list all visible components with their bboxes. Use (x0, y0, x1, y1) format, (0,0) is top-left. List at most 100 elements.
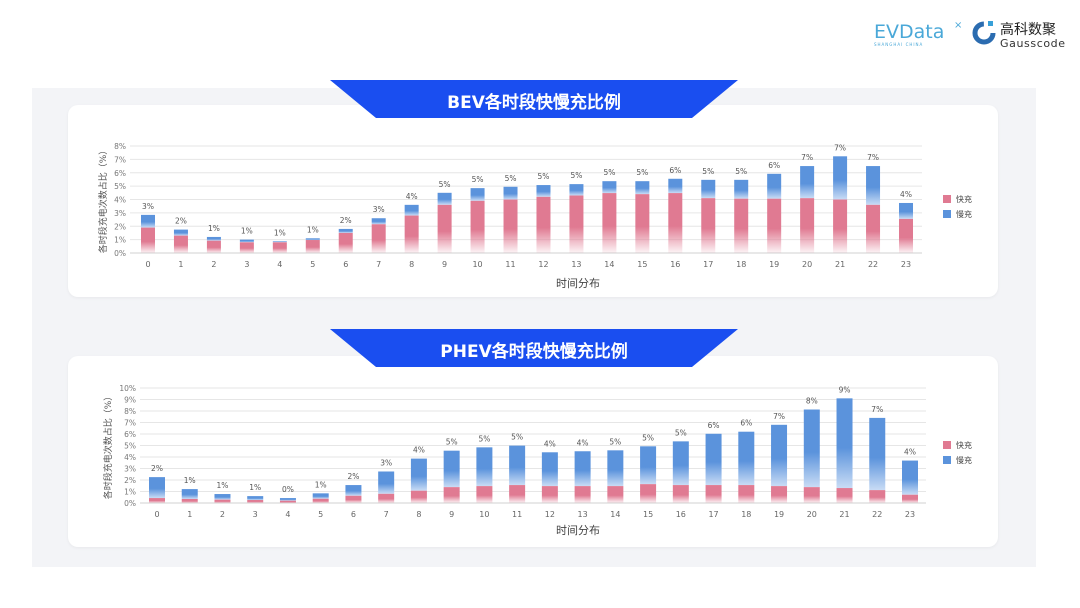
bev-bar-fast (437, 204, 452, 253)
phev-bar-fast (312, 498, 329, 503)
evdata-logo: EVData × SHANGHAI CHINA (872, 18, 967, 52)
phev-bar-slow (574, 451, 591, 487)
phev-bar-fast (672, 485, 689, 503)
phev-bar-fast (771, 486, 788, 503)
bev-x-tick-label: 13 (571, 260, 581, 269)
phev-bar-slow (509, 445, 526, 486)
phev-bar-fast (803, 487, 820, 503)
phev-bar-fast (574, 486, 591, 503)
bev-x-tick-label: 1 (178, 260, 183, 269)
phev-x-tick-label: 8 (416, 510, 421, 519)
bev-x-tick-label: 11 (505, 260, 515, 269)
phev-x-tick-label: 23 (905, 510, 915, 519)
phev-x-tick-label: 7 (384, 510, 389, 519)
phev-legend-label: 快充 (956, 440, 972, 450)
bev-bar-fast (668, 193, 683, 253)
bev-bar-slow (239, 239, 254, 243)
phev-data-label: 4% (904, 448, 916, 457)
bev-data-label: 7% (801, 153, 813, 162)
bev-bar-fast (173, 235, 188, 253)
svg-text:Gausscode: Gausscode (1000, 37, 1066, 50)
phev-y-axis-title: 各时段充电次数占比（%） (102, 392, 114, 500)
phev-bar-fast (476, 486, 493, 503)
bev-bar-slow (173, 229, 188, 236)
bev-x-tick-label: 18 (736, 260, 746, 269)
phev-bar-slow (869, 417, 886, 491)
phev-bar-fast (149, 498, 165, 503)
bev-x-tick-label: 6 (343, 260, 348, 269)
phev-x-tick-label: 19 (774, 510, 784, 519)
phev-bar-slow (836, 398, 853, 489)
bev-bar-fast (239, 242, 254, 253)
bev-bar-fast (503, 199, 518, 253)
phev-bar-fast (181, 498, 198, 503)
bev-data-label: 2% (175, 217, 187, 226)
phev-y-tick-label: 10% (119, 384, 136, 393)
bev-x-tick-label: 15 (637, 260, 647, 269)
phev-bar-fast (378, 493, 395, 503)
bev-bar-fast (272, 242, 287, 253)
bev-x-tick-label: 12 (538, 260, 548, 269)
phev-x-tick-label: 18 (741, 510, 751, 519)
phev-bar-fast (705, 485, 722, 503)
phev-data-label: 1% (217, 481, 229, 490)
phev-legend-label: 慢充 (956, 455, 972, 465)
phev-data-label: 1% (249, 483, 261, 492)
bev-bar-slow (206, 236, 221, 241)
phev-data-label: 4% (544, 439, 556, 448)
phev-chart-title: PHEV各时段快慢充比例 (440, 342, 628, 362)
phev-data-label: 2% (151, 464, 163, 473)
phev-data-label: 5% (609, 437, 621, 446)
bev-data-label: 5% (472, 175, 484, 184)
bev-chart-title: BEV各时段快慢充比例 (447, 93, 621, 113)
bev-x-tick-label: 22 (868, 260, 878, 269)
phev-bar-slow (705, 433, 722, 486)
bev-x-tick-label: 3 (244, 260, 249, 269)
phev-bar-slow (312, 493, 329, 499)
phev-bar-fast (509, 485, 526, 503)
bev-bar-slow (866, 166, 881, 205)
phev-data-label: 5% (478, 434, 490, 443)
bev-data-label: 1% (274, 228, 286, 237)
bev-bar-fast (635, 194, 650, 253)
phev-data-label: 1% (315, 480, 327, 489)
phev-y-tick-label: 6% (124, 430, 136, 439)
bev-x-tick-label: 17 (703, 260, 713, 269)
phev-y-tick-label: 9% (124, 396, 136, 405)
bev-bar-fast (305, 240, 320, 253)
bev-bar-slow (503, 186, 518, 200)
bev-y-axis-title: 各时段充电次数占比（%） (97, 146, 109, 254)
bev-x-tick-label: 10 (472, 260, 482, 269)
phev-title-banner: PHEV各时段快慢充比例 (330, 329, 738, 367)
bev-bar-fast (141, 227, 155, 253)
phev-x-tick-label: 21 (839, 510, 849, 519)
bev-x-tick-label: 5 (310, 260, 315, 269)
bev-data-label: 5% (538, 172, 550, 181)
phev-x-axis-title: 时间分布 (556, 524, 600, 537)
phev-data-label: 3% (380, 458, 392, 467)
bev-legend-label: 慢充 (956, 209, 972, 219)
bev-data-label: 3% (142, 202, 154, 211)
bev-bar-slow (602, 181, 617, 194)
phev-bar-slow (771, 424, 788, 487)
bev-bar-slow (701, 179, 716, 199)
phev-y-tick-label: 4% (124, 453, 136, 462)
bev-bar-fast (602, 193, 617, 253)
bev-data-label: 1% (307, 225, 319, 234)
phev-bar-fast (247, 500, 264, 503)
phev-bar-slow (902, 460, 918, 495)
phev-data-label: 5% (511, 433, 523, 442)
phev-data-label: 6% (740, 419, 752, 428)
bev-data-label: 4% (406, 192, 418, 201)
bev-bar-fast (866, 204, 881, 253)
phev-x-tick-label: 12 (545, 510, 555, 519)
phev-bar-slow (607, 450, 624, 487)
bev-data-label: 5% (439, 180, 451, 189)
bev-bar-slow (305, 238, 320, 241)
bev-bar-slow (437, 192, 452, 205)
phev-bar-slow (672, 441, 689, 486)
phev-data-label: 9% (839, 385, 851, 394)
phev-y-tick-label: 2% (124, 476, 136, 485)
bev-data-label: 5% (505, 174, 517, 183)
